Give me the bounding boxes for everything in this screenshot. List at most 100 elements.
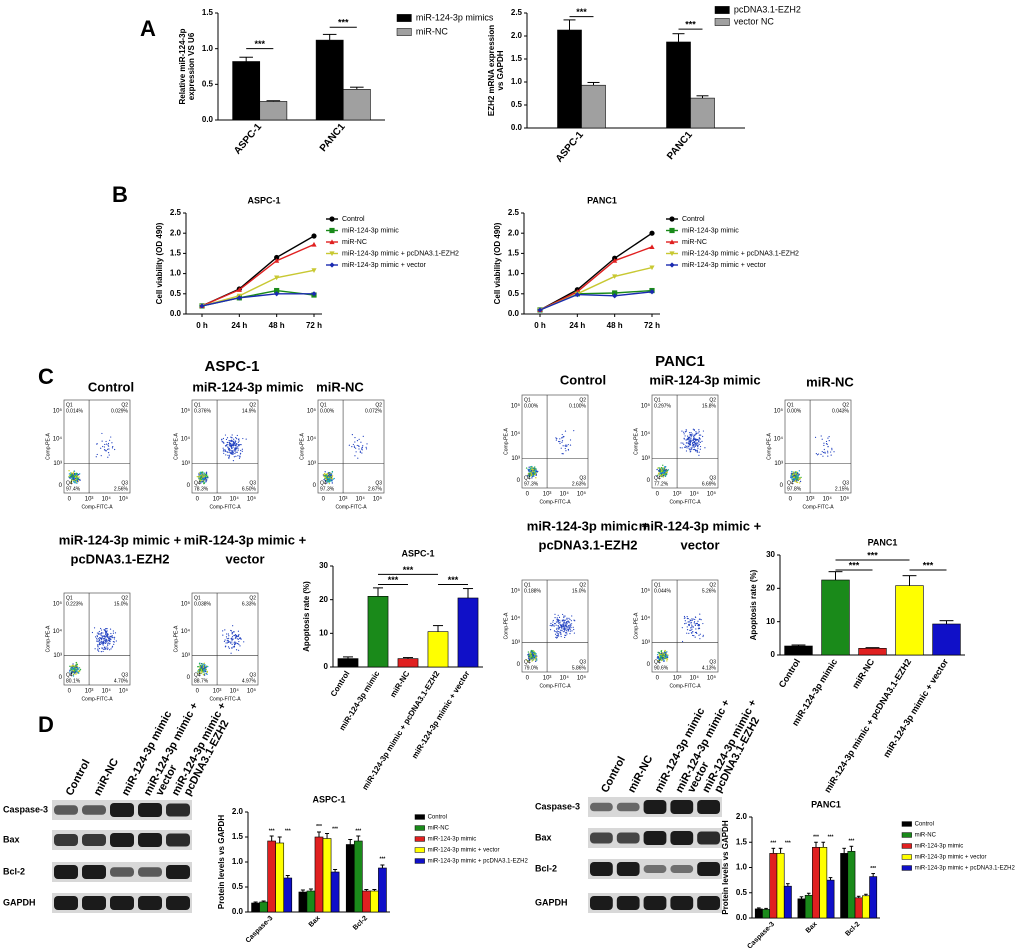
event-dot	[704, 447, 706, 449]
event-dot	[534, 473, 537, 476]
event-dot	[203, 478, 205, 480]
event-dot	[699, 613, 701, 615]
panel-label: A	[140, 16, 156, 41]
event-dot	[112, 446, 114, 448]
legend-label: miR-NC	[416, 26, 448, 36]
event-dot	[70, 482, 72, 484]
quadrant-value: 6.50%	[242, 486, 257, 492]
event-dot	[685, 622, 687, 624]
event-dot	[570, 626, 572, 629]
flow-tick-label: 10⁵	[119, 688, 129, 695]
event-dot	[205, 480, 207, 483]
event-dot	[657, 651, 659, 654]
event-dot	[238, 643, 240, 646]
event-dot	[570, 620, 572, 622]
x-tick-label: 0 h	[534, 321, 546, 330]
event-dot	[226, 642, 229, 644]
event-dot	[695, 442, 697, 445]
event-dot	[235, 444, 237, 446]
event-dot	[109, 642, 111, 644]
event-dot	[79, 668, 82, 671]
event-dot	[656, 657, 659, 659]
event-dot	[230, 642, 232, 644]
quadrant-name: Q2	[579, 397, 586, 403]
legend-swatch	[714, 18, 730, 26]
quadrant-value: 4.13%	[702, 665, 717, 671]
y-tick-label: 0.0	[170, 309, 182, 318]
x-tick-label: Bax	[805, 921, 819, 935]
chart-title: ASPC-1	[312, 794, 345, 804]
event-dot	[533, 468, 535, 470]
event-dot	[237, 449, 239, 451]
quadrant-name: Q1	[66, 402, 73, 408]
event-dot	[565, 634, 567, 637]
significance-label: ***	[388, 575, 399, 585]
event-dot	[568, 627, 570, 629]
significance-label: ***	[870, 866, 876, 872]
event-dot	[699, 448, 701, 450]
legend-marker	[669, 227, 675, 234]
event-dot	[228, 647, 230, 649]
event-dot	[201, 480, 203, 483]
event-dot	[553, 630, 556, 632]
event-dot	[552, 625, 554, 627]
y-tick-label: 0.0	[736, 913, 748, 922]
blot-band	[670, 896, 694, 910]
event-dot	[107, 643, 109, 645]
event-dot	[534, 469, 537, 471]
event-dot	[224, 639, 226, 641]
quadrant-value: 0.00%	[787, 408, 802, 414]
flow-tick-label: 10³	[543, 676, 552, 682]
legend-label: miR-124-3p mimic + vector	[915, 855, 987, 861]
event-dot	[228, 635, 230, 637]
event-dot	[235, 455, 237, 457]
event-dot	[351, 434, 353, 436]
event-dot	[98, 630, 100, 633]
line-marker	[311, 291, 317, 297]
event-dot	[557, 619, 560, 621]
event-dot	[98, 632, 100, 634]
event-dot	[227, 441, 229, 444]
plot-title: Control	[560, 372, 606, 387]
y-tick-label: 1.0	[202, 44, 214, 53]
event-dot	[111, 442, 113, 444]
event-dot	[200, 667, 203, 670]
significance-label: ***	[316, 824, 322, 830]
event-dot	[833, 451, 835, 453]
plot-title: miR-NC	[316, 379, 364, 394]
quadrant-name: Q2	[579, 582, 586, 588]
x-tick-label: PANC1	[318, 121, 348, 154]
y-tick-label: 0	[771, 650, 776, 659]
event-dot	[571, 615, 573, 617]
event-dot	[231, 451, 233, 453]
y-tick-label: 1.5	[511, 54, 523, 63]
legend-label: miR-124-3p mimic + pcDNA3.1-EZH2	[915, 866, 1016, 872]
bar	[861, 895, 870, 919]
blot-band	[54, 805, 78, 815]
event-dot	[238, 444, 240, 446]
event-dot	[101, 643, 103, 645]
quadrant-value: 97.8%	[787, 486, 802, 492]
event-dot	[73, 475, 76, 478]
event-dot	[231, 639, 233, 641]
event-dot	[796, 481, 799, 484]
event-dot	[663, 468, 665, 470]
flow-tick-label: 0	[187, 675, 191, 681]
x-tick-label: Bax	[308, 915, 322, 929]
event-dot	[108, 454, 110, 456]
event-dot	[693, 446, 695, 448]
event-dot	[222, 450, 224, 452]
event-dot	[526, 475, 529, 477]
event-dot	[683, 433, 685, 435]
event-dot	[700, 619, 702, 621]
event-dot	[356, 439, 359, 442]
flow-tick-label: 10⁵	[641, 588, 651, 595]
event-dot	[227, 446, 229, 448]
significance-label: ***	[576, 7, 587, 17]
event-dot	[228, 637, 230, 639]
event-dot	[662, 659, 664, 661]
plot-title: Control	[88, 379, 134, 394]
event-dot	[73, 672, 76, 674]
event-dot	[688, 624, 690, 627]
event-dot	[198, 477, 200, 479]
